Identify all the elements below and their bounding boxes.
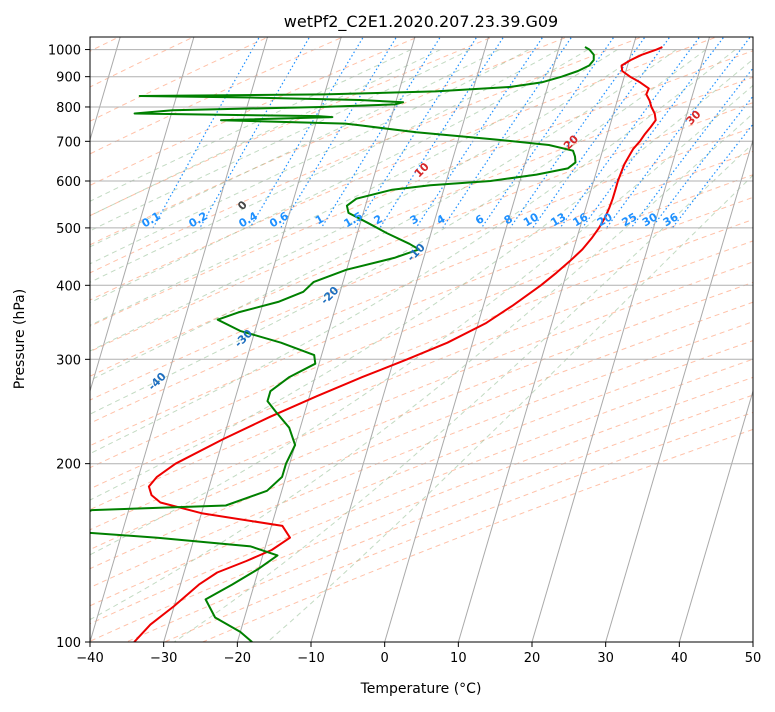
mixing-ratio-value-label: 36 — [661, 210, 681, 229]
dry-adiabat-line — [0, 35, 648, 642]
y-tick-label: 600 — [56, 175, 81, 190]
mixing-ratio-line — [281, 35, 398, 228]
isotherm-line — [307, 35, 489, 656]
mixing-ratio-value-label: 10 — [521, 210, 541, 229]
mixing-ratio-line — [153, 35, 261, 228]
background-lines — [0, 35, 775, 656]
mixing-ratio-value-label: 20 — [595, 210, 615, 229]
moist-adiabat-value-label: 0 — [235, 198, 250, 213]
x-tick-label: −30 — [150, 651, 177, 666]
isotherm-line — [676, 35, 775, 656]
isotherm-line — [381, 35, 563, 656]
isotherm-line — [160, 35, 342, 656]
x-tick-label: 20 — [524, 651, 541, 666]
x-tick-label: 30 — [597, 651, 614, 666]
y-tick-label: 200 — [56, 458, 81, 473]
isotherm-line — [528, 35, 710, 656]
y-tick-label: 100 — [56, 636, 81, 651]
mixing-ratio-line — [533, 35, 672, 228]
dewpoint-line — [67, 47, 594, 642]
dry-adiabat-line — [12, 35, 775, 642]
mixing-ratio-value-label: 6 — [473, 212, 486, 227]
moist-adiabat-line — [0, 50, 765, 642]
plot-frame — [90, 37, 753, 642]
mixing-ratio-value-label: 0.6 — [267, 209, 291, 230]
moist-adiabat-value-label: 10 — [412, 160, 432, 180]
dry-adiabat-line — [0, 35, 199, 642]
line-labels: -100-90-80-70-60-50-40-30-20-100.10.20.4… — [0, 76, 775, 654]
dry-adiabat-line — [0, 35, 348, 642]
mixing-ratio-line — [652, 35, 775, 228]
dry-adiabat-line — [50, 35, 775, 642]
mixing-ratio-value-label: 0.2 — [186, 209, 209, 230]
x-tick-label: −40 — [76, 651, 103, 666]
x-tick-label: −20 — [224, 651, 251, 666]
x-tick-label: −10 — [297, 651, 324, 666]
y-tick-label: 500 — [56, 222, 81, 237]
isotherm-line — [13, 35, 195, 656]
mixing-ratio-line — [200, 35, 311, 228]
y-tick-label: 900 — [56, 71, 81, 86]
dry-adiabat-line — [0, 35, 274, 642]
x-tick-label: 10 — [450, 651, 467, 666]
mixing-ratio-value-label: 30 — [640, 210, 660, 229]
y-tick-label: 400 — [56, 279, 81, 294]
isotherm-value-label: -30 — [232, 327, 255, 350]
moist-adiabat-value-label: 30 — [684, 107, 704, 127]
isotherm-value-label: -20 — [318, 284, 341, 307]
isotherm-line — [234, 35, 416, 656]
mixing-ratio-line — [443, 35, 574, 228]
y-axis-label: Pressure (hPa) — [12, 289, 28, 389]
mixing-ratio-line — [560, 35, 701, 228]
moist-adiabat-line — [0, 50, 588, 642]
x-tick-label: 40 — [671, 651, 688, 666]
y-tick-label: 700 — [56, 135, 81, 150]
mixing-ratio-value-label: 25 — [620, 210, 640, 229]
mixing-ratio-value-label: 0.4 — [236, 209, 260, 230]
x-tick-label: 50 — [745, 651, 762, 666]
chart-title: wetPf2_C2E1.2020.207.23.39.G09 — [284, 12, 558, 32]
mixing-ratio-value-label: 1.5 — [342, 209, 365, 230]
y-tick-label: 800 — [56, 101, 81, 116]
moist-adiabat-line — [268, 50, 775, 642]
mixing-ratio-line — [582, 35, 726, 228]
moist-adiabat-line — [0, 50, 647, 642]
dry-adiabat-line — [127, 35, 775, 642]
mixing-ratio-value-label: 4 — [434, 212, 447, 227]
y-tick-label: 1000 — [48, 44, 81, 59]
moist-adiabat-line — [49, 50, 775, 642]
x-tick-label: 0 — [381, 651, 389, 666]
mixing-ratio-value-label: 0.1 — [140, 209, 163, 230]
y-tick-label: 300 — [56, 353, 81, 368]
mixing-ratio-value-label: 8 — [502, 212, 515, 227]
x-axis-label: Temperature (°C) — [360, 681, 482, 697]
moist-adiabat-line — [0, 50, 706, 642]
mixing-ratio-value-label: 3 — [408, 212, 421, 227]
isotherm-value-label: -50 — [59, 413, 82, 436]
